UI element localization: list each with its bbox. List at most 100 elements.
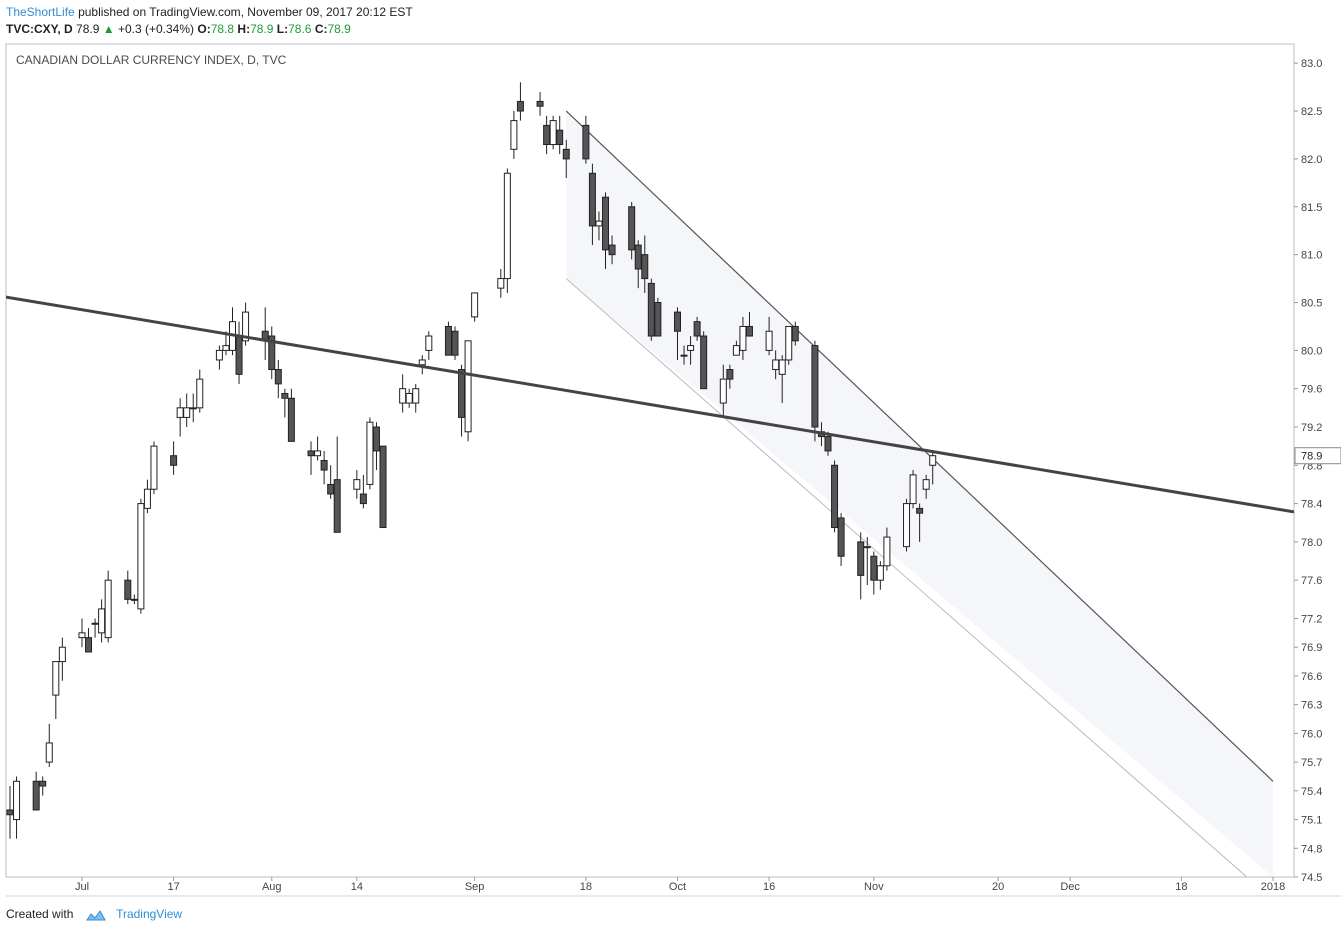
tradingview-link[interactable]: TradingView [116, 907, 183, 921]
up-candle [929, 450, 937, 485]
last-price: 78.9 [76, 22, 100, 36]
x-tick-label: 2018 [1261, 881, 1285, 893]
candle-body [78, 632, 86, 639]
down-candle [916, 503, 924, 542]
up-candle [772, 350, 780, 380]
up-candle [719, 364, 727, 418]
down-candle [641, 235, 649, 293]
candle-body [98, 608, 106, 634]
candle-body [85, 637, 93, 653]
y-tick-label: 75.4 [1301, 786, 1322, 798]
down-candle [170, 441, 178, 475]
x-tick-label: Aug [262, 881, 282, 893]
candle-body [320, 460, 328, 471]
candle-body [700, 335, 708, 390]
candle-body [458, 369, 466, 418]
up-candle [418, 355, 426, 375]
candle-body [52, 661, 60, 696]
candle-body [183, 407, 191, 418]
down-candle [628, 201, 636, 260]
candle-body [608, 244, 616, 256]
candle-body [680, 354, 688, 357]
down-candle [726, 364, 734, 389]
x-tick-label: 14 [351, 881, 363, 893]
up-candle [785, 325, 793, 365]
up-candle [104, 570, 112, 643]
up-candle [196, 369, 204, 413]
candle-body [143, 488, 151, 509]
down-candle [870, 551, 878, 595]
up-candle [405, 388, 413, 408]
candle-body [909, 474, 917, 505]
up-candle [425, 331, 433, 360]
last-price-box [1294, 447, 1341, 465]
down-candle [673, 307, 681, 360]
down-candle [831, 460, 839, 533]
candle-body [58, 646, 66, 663]
down-candle [824, 431, 832, 456]
y-tick-label: 79.6 [1301, 384, 1322, 396]
up-candle [876, 561, 884, 590]
candle-body [13, 780, 21, 821]
down-candle [562, 139, 570, 179]
candle-body [785, 325, 793, 361]
candle-body [693, 321, 701, 337]
candle-body [922, 479, 930, 490]
candle-body [582, 124, 590, 160]
candle-body [274, 369, 282, 385]
candle-body [863, 546, 871, 549]
down-candle [556, 115, 564, 155]
down-candle [693, 316, 701, 341]
candle-body [45, 742, 53, 763]
up-candle [78, 618, 86, 648]
candle-body [215, 349, 223, 361]
x-tick-label: 17 [167, 881, 179, 893]
y-tick-label: 75.7 [1301, 757, 1322, 769]
up-candle [765, 316, 773, 356]
up-candle [464, 340, 472, 442]
y-tick-label: 76.6 [1301, 671, 1322, 683]
candle-body [444, 325, 452, 356]
candle-body [137, 503, 145, 610]
y-tick-label: 80.5 [1301, 298, 1322, 310]
candle-body [359, 493, 367, 505]
up-candle [863, 537, 871, 585]
low-label: L: [276, 22, 289, 36]
candle-body [745, 325, 753, 337]
candle-body [811, 345, 819, 428]
last-price-label: 78.9 [1301, 451, 1322, 463]
down-candle [745, 312, 753, 337]
x-tick-label: Nov [864, 881, 884, 893]
candle-body [104, 579, 112, 639]
candle-body [824, 436, 832, 452]
candle-body [196, 378, 204, 409]
candle-body [281, 392, 289, 399]
candle-body [497, 278, 505, 289]
author-link[interactable]: TheShortLife [6, 5, 75, 19]
x-tick-label: 18 [580, 881, 592, 893]
candle-body [916, 507, 924, 514]
down-candle [274, 359, 282, 399]
down-candle [516, 82, 524, 121]
candle-body [732, 345, 740, 356]
publisher-header: TheShortLife published on TradingView.co… [6, 4, 413, 20]
candle-body [189, 407, 197, 410]
down-candle [837, 513, 845, 566]
candle-body [150, 445, 158, 490]
down-candle [268, 326, 276, 380]
y-tick-label: 76.9 [1301, 642, 1322, 654]
tradingview-cloud-icon [85, 909, 106, 921]
y-tick-label: 83.0 [1301, 58, 1322, 70]
candle-body [870, 555, 878, 581]
up-candle [903, 498, 911, 552]
candle-body [595, 220, 603, 227]
up-candle [687, 336, 695, 365]
close-value: 78.9 [327, 22, 351, 36]
down-candle [791, 321, 799, 346]
y-tick-label: 82.5 [1301, 106, 1322, 118]
up-candle [503, 168, 511, 293]
y-tick-label: 81.0 [1301, 250, 1322, 262]
candle-body [588, 172, 596, 227]
candle-body [536, 100, 544, 107]
